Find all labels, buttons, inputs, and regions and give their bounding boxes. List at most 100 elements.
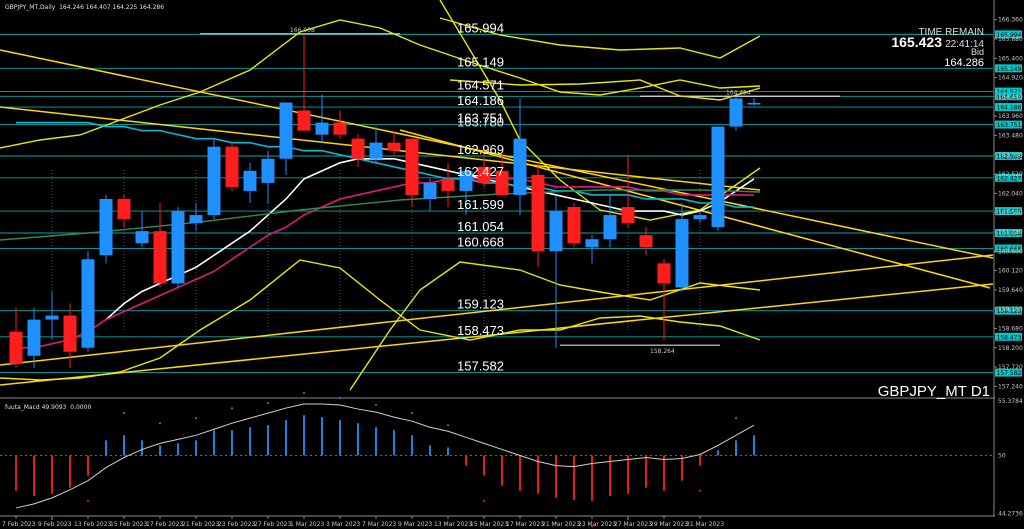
candles [9, 34, 761, 368]
price-axis: 166.360 165.880 165.400 164.920 164.440 163.9… [994, 17, 1023, 390]
level-label: 163.751 [457, 111, 504, 126]
date-label: 15 Mar 2023 [470, 521, 508, 528]
level-label: 161.599 [457, 197, 504, 212]
macd-tick-label: 50 [998, 452, 1006, 459]
candle [549, 194, 563, 348]
candle-body [729, 98, 743, 127]
level-label: 162.427 [457, 164, 504, 179]
candle-body [315, 122, 329, 135]
date-label: 23 Mar 2023 [578, 521, 616, 528]
macd-dot [375, 404, 377, 407]
price-tick-label: 164.440 [998, 94, 1023, 101]
bollinger-upper-3 [439, 17, 761, 59]
price-tag [995, 173, 1022, 182]
symbol-label: GBPJPY_MT D1 [877, 383, 990, 400]
price-tag-label: 164.186 [997, 105, 1022, 112]
candle-body [603, 215, 617, 240]
level-label: 161.054 [457, 219, 504, 234]
candle-body [549, 211, 563, 252]
date-label: 27 Mar 2023 [614, 521, 652, 528]
candle [45, 291, 59, 340]
macd-signal-line [15, 403, 755, 509]
price-tag [995, 228, 1022, 237]
candle [351, 134, 365, 167]
ohlc-values: 164.246 164.407 164.225 164.286 [59, 4, 165, 11]
candle [171, 207, 185, 288]
price-tag-label: 161.054 [997, 230, 1022, 237]
macd-dot [483, 499, 485, 502]
bollinger-lower [0, 259, 761, 381]
level-label: 160.668 [457, 235, 504, 250]
candle-body [585, 239, 599, 248]
price-tag [995, 30, 1022, 39]
candle-body [711, 126, 725, 228]
time-remain-label: TIME REMAIN [918, 27, 984, 38]
candle-body [171, 211, 185, 284]
candle-body [99, 198, 113, 256]
candle [423, 178, 437, 212]
price-tag [995, 87, 1022, 96]
level-label: 164.186 [457, 93, 504, 108]
candle [621, 154, 635, 228]
macd-dot [555, 522, 557, 525]
macd-dot [267, 402, 269, 405]
price-tick-label: 163.000 [998, 152, 1023, 159]
price-tick-label: 159.640 [998, 287, 1023, 294]
candle [567, 203, 581, 248]
chart-header: GBPJPY_MT,Daily 164.246 164.407 164.225 … [5, 4, 164, 11]
price-tick-label: 166.360 [998, 17, 1023, 24]
price-tag-label: 159.123 [997, 308, 1022, 315]
price-tag [995, 92, 1022, 101]
price-tick-label: 161.080 [998, 229, 1023, 236]
candle [333, 110, 347, 139]
macd-dot [303, 391, 305, 394]
price-tick-label: 161.560 [998, 210, 1023, 217]
date-label: 27 Feb 2023 [254, 521, 292, 528]
price-tick-label: 160.120 [998, 268, 1023, 275]
macd-dot [591, 525, 593, 528]
price-tick-label: 162.520 [998, 171, 1023, 178]
candle [153, 203, 167, 288]
price-tag-label: 161.599 [997, 209, 1022, 216]
macd-tick-label: 55.3784 [998, 398, 1023, 405]
candle-body [135, 231, 149, 244]
macd-dot [123, 412, 125, 415]
candle-body [189, 215, 203, 224]
bollinger-bands [0, 0, 761, 391]
candle-body [27, 319, 41, 356]
candle [81, 251, 95, 352]
price-tag-label: 162.969 [997, 153, 1022, 160]
price-tag-label: 157.582 [997, 370, 1022, 377]
macd-dot [159, 422, 161, 425]
level-label: 158.473 [457, 323, 504, 338]
candle [603, 194, 617, 248]
candle-body [333, 122, 347, 135]
macd-dot [411, 412, 413, 415]
date-label: 21 Feb 2023 [182, 521, 220, 528]
level-label: 165.994 [457, 20, 504, 35]
candle [459, 166, 473, 216]
level-label: 164.571 [457, 78, 504, 93]
price-tag [995, 151, 1022, 160]
candle-body [459, 170, 473, 191]
candle-body [639, 235, 653, 248]
price-tag-label: 164.454 [997, 94, 1022, 101]
date-label: 21 Mar 2023 [542, 521, 580, 528]
price-tick-label: 160.600 [998, 248, 1023, 255]
price-tick-label: 165.400 [998, 55, 1023, 62]
price-tag [995, 64, 1022, 73]
candle-body [405, 138, 419, 195]
level-label: 165.149 [457, 54, 504, 69]
bollinger-mid-3 [449, 79, 761, 101]
price-tag [995, 244, 1022, 253]
candle [693, 211, 707, 224]
date-label: 13 Feb 2023 [74, 521, 112, 528]
bid-value: 164.286 [944, 57, 984, 69]
candle [441, 162, 455, 208]
candle-body [369, 142, 383, 159]
candle [99, 194, 113, 264]
date-label: 29 Mar 2023 [650, 521, 688, 528]
indicator-value: 0.0000 [70, 404, 92, 411]
trend-line [0, 254, 994, 366]
